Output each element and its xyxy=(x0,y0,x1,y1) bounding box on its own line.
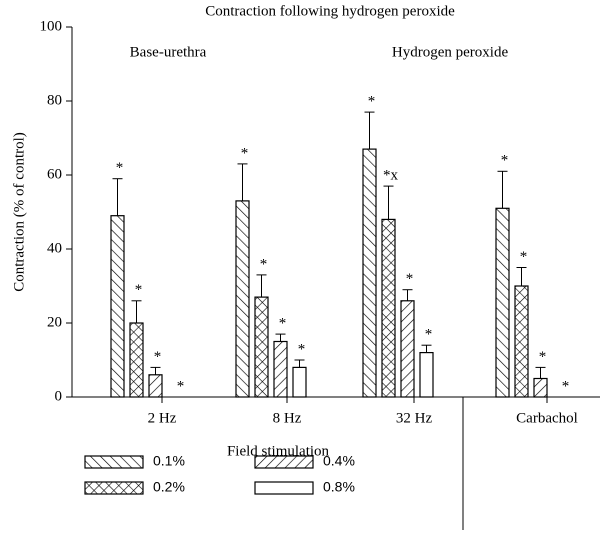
significance-marker: * xyxy=(154,349,162,365)
bar xyxy=(254,296,269,398)
bar xyxy=(292,366,307,398)
bar xyxy=(400,300,415,398)
significance-marker: * xyxy=(501,153,509,169)
significance-marker: * xyxy=(298,341,306,357)
significance-marker: * xyxy=(520,249,528,265)
legend-swatch xyxy=(84,481,144,495)
significance-marker: * xyxy=(368,94,376,110)
x-tick-label: 8 Hz xyxy=(273,410,302,426)
bar xyxy=(148,374,163,398)
y-axis-label: Contraction (% of control) xyxy=(11,132,27,292)
y-tick-label: 0 xyxy=(55,388,63,404)
y-tick-label: 80 xyxy=(47,92,62,108)
significance-marker: * xyxy=(562,378,570,394)
legend-swatch xyxy=(254,455,314,469)
bar xyxy=(533,377,548,398)
legend-label: 0.2% xyxy=(153,479,185,495)
bar xyxy=(362,148,377,398)
legend-swatch xyxy=(254,481,314,495)
bar xyxy=(514,285,529,398)
bar xyxy=(419,352,434,398)
significance-marker: * xyxy=(425,327,433,343)
significance-marker: * xyxy=(406,271,414,287)
bar xyxy=(110,215,125,398)
x-tick-label: Carbachol xyxy=(516,410,578,426)
significance-marker: * xyxy=(260,256,268,272)
significance-marker: * xyxy=(116,160,124,176)
y-tick-label: 40 xyxy=(47,240,62,256)
bar xyxy=(129,322,144,398)
significance-marker: * xyxy=(279,316,287,332)
bar xyxy=(495,207,510,398)
significance-marker: * xyxy=(177,378,185,394)
significance-marker: * xyxy=(539,349,547,365)
legend-swatch xyxy=(84,455,144,469)
x-tick-label: 2 Hz xyxy=(148,410,177,426)
bar xyxy=(381,218,396,398)
annotation: Base-urethra xyxy=(130,44,207,60)
significance-marker: * xyxy=(135,282,143,298)
bar xyxy=(235,200,250,398)
bar xyxy=(273,340,288,398)
chart-title: Contraction following hydrogen peroxide xyxy=(205,3,455,19)
legend-label: 0.1% xyxy=(153,453,185,469)
legend-label: 0.4% xyxy=(323,453,355,469)
significance-marker: *x xyxy=(383,168,399,184)
y-tick-label: 60 xyxy=(47,166,62,182)
y-tick-label: 100 xyxy=(40,18,63,34)
significance-marker: * xyxy=(241,145,249,161)
y-tick-label: 20 xyxy=(47,314,62,330)
annotation: Hydrogen peroxide xyxy=(392,44,509,60)
legend-label: 0.8% xyxy=(323,479,355,495)
x-tick-label: 32 Hz xyxy=(396,410,433,426)
